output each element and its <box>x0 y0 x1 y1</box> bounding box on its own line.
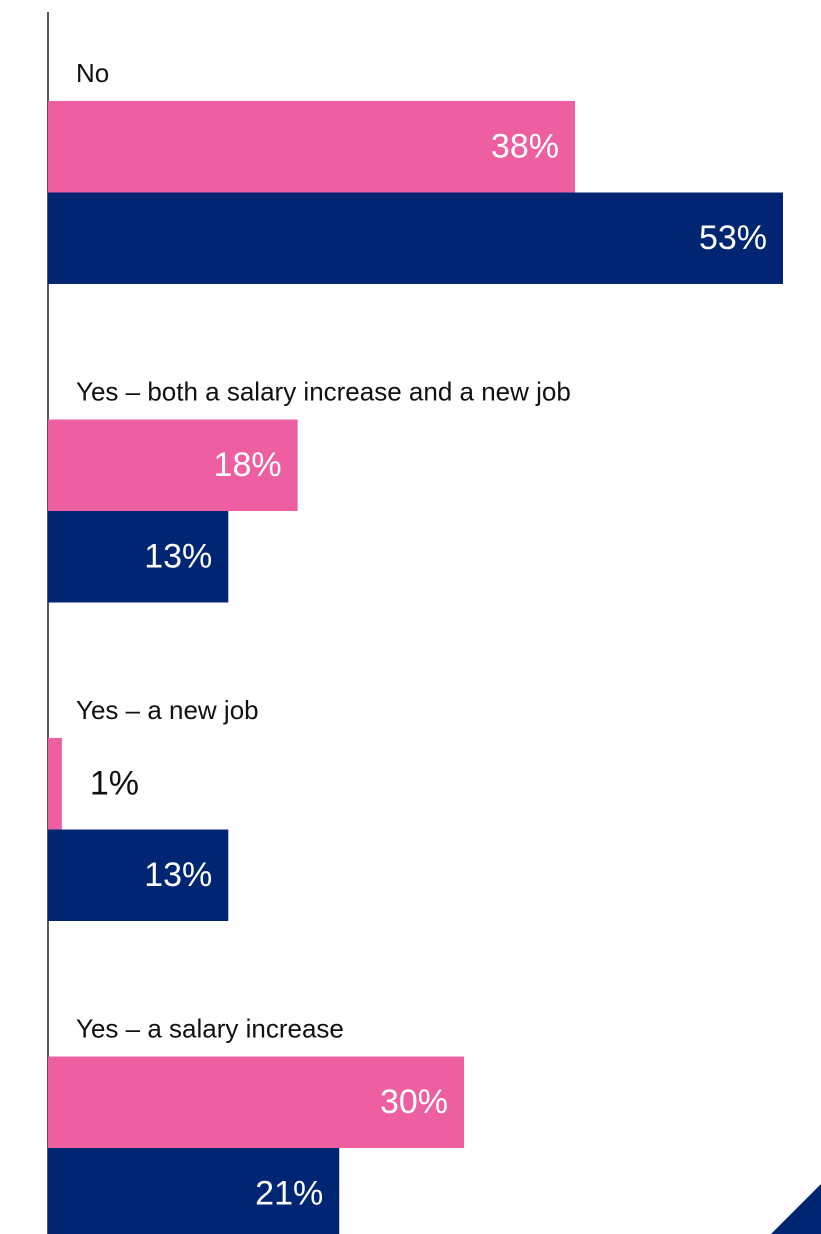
bar <box>48 1056 465 1148</box>
value-label: 13% <box>144 856 212 894</box>
category-label: No <box>76 58 109 88</box>
value-label: 13% <box>144 538 212 576</box>
corner-decoration <box>771 1184 821 1234</box>
bar <box>48 738 62 830</box>
bar <box>48 101 575 193</box>
value-label: 53% <box>699 219 767 257</box>
bar <box>48 511 229 603</box>
category-label: Yes – both a salary increase and a new j… <box>76 376 571 406</box>
value-label: 21% <box>255 1175 323 1213</box>
category-label: Yes – a salary increase <box>76 1013 344 1043</box>
bar <box>48 192 783 284</box>
value-label: 30% <box>380 1083 448 1121</box>
value-label: 18% <box>214 446 282 484</box>
value-label: 1% <box>90 765 139 803</box>
value-label: 38% <box>491 128 559 166</box>
bar <box>48 419 298 511</box>
category-label: Yes – a new job <box>76 695 259 725</box>
bar <box>48 829 229 921</box>
bar <box>48 1148 340 1234</box>
